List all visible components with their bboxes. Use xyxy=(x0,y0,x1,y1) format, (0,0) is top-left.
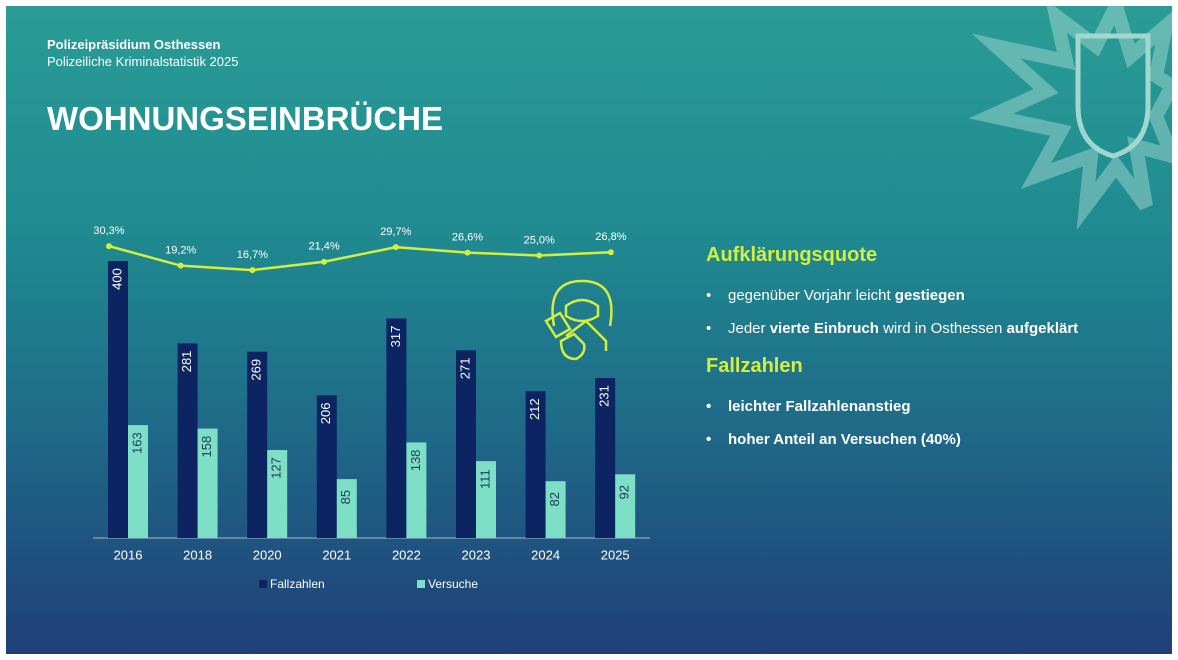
burglar-icon xyxy=(544,279,613,361)
bar-label: 158 xyxy=(199,436,214,458)
slide-title: WOHNUNGSEINBRÜCHE xyxy=(47,100,443,137)
value-label: 25,0% xyxy=(524,234,555,246)
text: vierte Einbruch xyxy=(769,320,879,337)
bar-label: 281 xyxy=(179,351,194,373)
text: leichter Fallzahlenanstieg xyxy=(728,398,911,415)
legend-swatch xyxy=(417,580,425,588)
bar-label: 82 xyxy=(547,492,562,506)
text: wird in Osthessen xyxy=(878,320,1007,337)
plot: 2016 2018 2020 2021 2022 2023 2024 2025 400 281 26… xyxy=(93,225,650,591)
line xyxy=(108,244,611,272)
value-label: 29,7% xyxy=(380,226,411,238)
line-point xyxy=(321,258,328,265)
value-label: 30,3% xyxy=(93,225,124,237)
emblem xyxy=(968,6,1172,231)
line-point xyxy=(106,243,112,250)
bar-label: 317 xyxy=(388,326,403,348)
bar-label: 212 xyxy=(527,398,542,420)
bar xyxy=(476,461,496,538)
bar-label: 127 xyxy=(269,457,284,479)
bar-label: 111 xyxy=(477,469,492,489)
x-tick-label: 2025 xyxy=(601,547,630,562)
org-name: Polizeipräsidium Osthessen xyxy=(47,37,221,52)
bar-label: 85 xyxy=(338,490,353,504)
bullet: hoher Anteil an Versuchen (40%) xyxy=(706,431,1166,448)
heading: Aufklärungsquote xyxy=(706,244,878,266)
chart: 2016 2018 2020 2021 2022 2023 2024 2025 400 281 26… xyxy=(93,6,1172,591)
line-point xyxy=(249,267,256,274)
heading: Fallzahlen xyxy=(706,355,803,377)
bar-label: 231 xyxy=(597,385,612,407)
bar-label: 92 xyxy=(617,485,632,499)
text: Jeder xyxy=(728,320,770,337)
value-label: 26,8% xyxy=(595,231,626,243)
bar xyxy=(595,378,616,538)
x-tick-label: 2024 xyxy=(531,547,560,562)
slide: 2016 2018 2020 2021 2022 2023 2024 2025 400 281 26… xyxy=(6,6,1172,654)
legend-label: Fallzahlen xyxy=(270,577,325,591)
bar xyxy=(108,261,128,538)
bullet: leichter Fallzahlenanstieg xyxy=(706,398,1166,415)
value-label: 19,2% xyxy=(165,245,196,257)
line-point xyxy=(536,252,543,259)
text: hoher Anteil an Versuchen (40%) xyxy=(728,431,961,448)
x-tick-label: 2021 xyxy=(322,547,351,562)
bullet: Jeder vierte Einbruch wird in Osthessen … xyxy=(706,320,1166,337)
x-tick-label: 2023 xyxy=(462,547,491,562)
text: gestiegen xyxy=(894,287,965,304)
text-panel: Aufklärungsquote gegenüber Vorjahr leich… xyxy=(706,244,1166,448)
text: aufgeklärt xyxy=(1006,320,1079,337)
bullet: gegenüber Vorjahr leicht gestiegen xyxy=(706,287,1166,304)
legend-label: Versuche xyxy=(428,577,478,591)
legend-swatch xyxy=(259,580,267,588)
line-point xyxy=(464,249,471,256)
bar-label: 163 xyxy=(129,432,144,454)
bar xyxy=(615,474,636,538)
value-label: 26,6% xyxy=(452,232,483,244)
bar-label: 400 xyxy=(109,268,124,290)
bar-label: 138 xyxy=(408,450,423,472)
bar-label: 269 xyxy=(249,359,264,381)
bar xyxy=(316,395,337,538)
bar xyxy=(336,479,357,538)
value-label: 16,7% xyxy=(237,249,268,261)
x-tick-label: 2020 xyxy=(253,547,282,562)
line-point xyxy=(392,244,399,251)
bar xyxy=(267,450,288,538)
bar xyxy=(177,343,198,538)
x-tick-label: 2018 xyxy=(183,547,212,562)
bar xyxy=(406,442,427,538)
bar-label: 271 xyxy=(457,357,472,379)
line-point xyxy=(607,249,614,256)
bar xyxy=(247,351,268,538)
text: gegenüber Vorjahr leicht xyxy=(728,287,895,304)
x-tick-label: 2022 xyxy=(392,547,421,562)
value-label: 21,4% xyxy=(308,241,339,253)
bar xyxy=(545,481,566,538)
bar xyxy=(456,350,476,538)
x-tick-label: 2016 xyxy=(114,547,143,562)
bar xyxy=(525,391,546,538)
bar xyxy=(386,318,407,538)
bar-label: 206 xyxy=(318,402,333,424)
bar xyxy=(128,425,148,538)
line-point xyxy=(177,262,184,269)
bar xyxy=(197,428,218,538)
subtitle: Polizeiliche Kriminalstatistik 2025 xyxy=(47,54,239,69)
